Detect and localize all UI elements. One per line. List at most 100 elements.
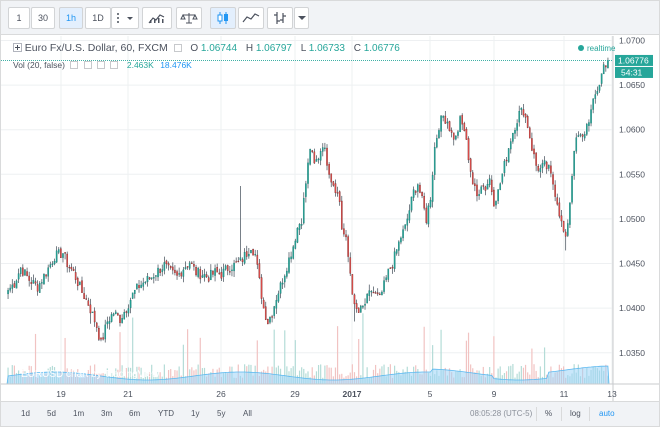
candle-down [535,152,537,166]
candle-down [336,192,339,194]
interval-1h-button[interactable]: 1h [59,7,83,29]
price-tick-label: 1.0650 [619,80,645,90]
volume-bar [535,370,537,384]
chart-area[interactable]: 1.0700 1.0650 1.0600 1.0550 1.0500 1.0450 1.04… [1,36,659,401]
volume-bar [140,367,142,384]
candle-down [256,254,259,265]
candle-up [442,115,444,118]
candle-up [254,254,256,256]
candle-up [398,241,400,251]
volume-bar [516,373,518,384]
line-style-button[interactable] [238,7,264,29]
log-toggle[interactable]: log [570,409,581,418]
candle-down [347,236,349,257]
compare-button[interactable] [176,7,202,29]
candle-up [317,158,320,160]
candle-up [381,291,383,296]
candles-button[interactable] [210,7,236,29]
volume-bar [134,374,136,384]
candle-down [148,277,151,280]
range-1d[interactable]: 1d [21,409,30,418]
bars-button[interactable] [267,7,293,29]
candle-up [131,292,134,299]
price-chart[interactable]: 1.0700 1.0650 1.0600 1.0550 1.0500 1.0450 1.04… [1,36,659,401]
volume-settings-icon[interactable] [83,61,92,69]
volume-bar [510,365,512,384]
interval-1-button[interactable]: 1 [8,7,30,29]
candle-up [586,124,588,135]
candle-down [448,121,451,132]
candle-up [38,282,41,293]
auto-scale-toggle[interactable]: auto [599,409,615,418]
range-ytd[interactable]: YTD [158,409,174,418]
volume-bar [440,329,442,384]
candle-up [222,268,225,277]
collapse-icon[interactable] [13,43,22,52]
price-tick-label: 1.0350 [619,348,645,358]
candle-up [433,147,436,175]
range-5d[interactable]: 5d [47,409,56,418]
volume-bar [336,326,339,384]
volume-bar [106,368,108,384]
interval-1d-button[interactable]: 1D [85,7,111,29]
volume-indicator-label: Vol (20, false) [13,60,65,70]
indicators-button[interactable] [142,7,172,29]
range-6m[interactable]: 6m [129,409,141,418]
candle-down [444,115,447,124]
chart-watermark[interactable]: EURUSD chart by TradingView [21,369,160,380]
candle-up [598,84,601,91]
candle-up [214,268,216,276]
interval-menu-button[interactable] [111,7,139,29]
candle-down [425,207,428,223]
candle-up [269,317,271,323]
realtime-label: realtime [587,44,616,53]
volume-bar [34,333,37,384]
candle-down [560,215,563,222]
candle-up [573,150,575,176]
candle-down [176,271,178,276]
range-3m[interactable]: 3m [101,409,113,418]
last-price-label: 1.06776 [618,55,649,65]
candle-down [191,262,193,264]
candle-up [459,116,461,133]
volume-bar [467,332,470,384]
candle-down [343,228,345,235]
realtime-indicator: realtime [578,44,615,53]
candle-down [30,282,33,284]
volume-bar [151,364,153,384]
legend-settings-icon[interactable] [173,44,182,52]
realtime-dot-icon [578,45,584,51]
chart-type-dropdown[interactable] [294,7,309,29]
volume-bar [465,340,468,384]
volume-bar [148,372,151,384]
percent-toggle[interactable]: % [545,409,553,418]
candle-up [607,60,609,69]
candle-up [133,290,136,294]
candle-down [235,261,237,263]
candle-up [239,257,242,260]
candle-up [395,249,398,254]
volume-bar [301,367,303,384]
candle-up [368,290,371,296]
candle-down [258,263,261,278]
range-5y[interactable]: 5y [217,409,226,418]
candle-up [543,160,546,165]
range-all[interactable]: All [243,409,252,418]
volume-source-icon[interactable] [97,61,106,69]
candles [7,57,609,343]
candle-down [552,174,554,185]
candle-down [605,65,607,68]
candle-up [455,135,457,140]
candle-up [43,273,45,285]
volume-bar [339,374,341,384]
candle-down [66,253,68,268]
volume-bar [374,364,377,384]
volume-visibility-icon[interactable] [70,61,79,69]
volume-bar [330,367,332,384]
volume-remove-icon[interactable] [110,61,119,69]
range-1m[interactable]: 1m [73,409,85,418]
interval-30-button[interactable]: 30 [31,7,55,29]
volume-bar [328,367,330,384]
range-1y[interactable]: 1y [191,409,200,418]
candle-up [279,282,282,294]
